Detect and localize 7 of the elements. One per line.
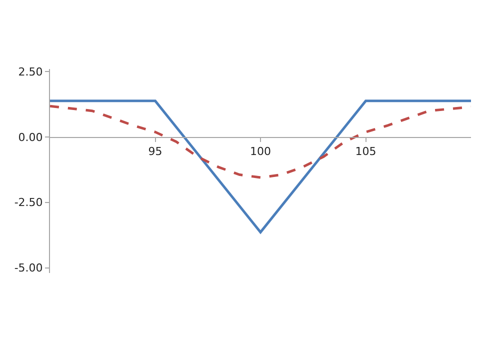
y-tick-label: 2.50 [18, 65, 43, 78]
x-tick-label: 95 [148, 145, 162, 158]
y-tick-label: -2.50 [14, 196, 43, 210]
y-tick-label: -5.00 [14, 262, 43, 275]
x-tick-label: 100 [250, 145, 271, 158]
x-tick-label: 105 [355, 145, 376, 158]
y-tick-label: 0.00 [18, 130, 43, 144]
